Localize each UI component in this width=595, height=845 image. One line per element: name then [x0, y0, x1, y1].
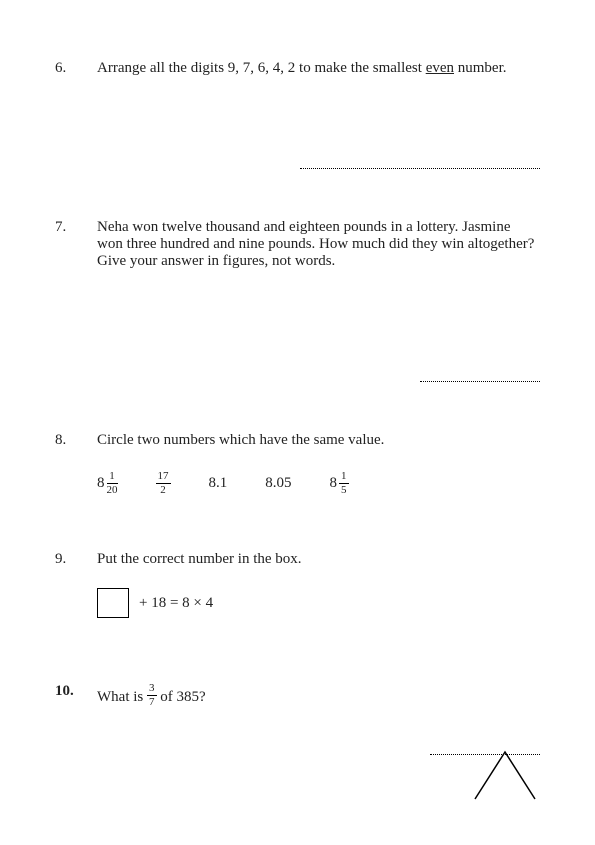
question-number: 10.	[55, 683, 97, 785]
question-body: Neha won twelve thousand and eighteen po…	[97, 219, 540, 412]
option-4: 8.05	[265, 475, 291, 492]
question-text: Put the correct number in the box.	[97, 551, 302, 567]
question-text: Neha won twelve thousand and eighteen po…	[97, 219, 534, 269]
question-number: 6.	[55, 60, 97, 199]
answer-blank	[97, 157, 540, 174]
question-9: 9. Put the correct number in the box. + …	[55, 551, 540, 618]
question-text: What is 37 of 385?	[97, 689, 206, 705]
option-3: 8.1	[209, 475, 228, 492]
question-text: Arrange all the digits 9, 7, 6, 4, 2 to …	[97, 60, 507, 76]
option-1: 8 120	[97, 471, 118, 496]
question-body: Put the correct number in the box. + 18 …	[97, 551, 540, 618]
options-row: 8 120 172 8.1 8.05 8 15	[97, 471, 540, 496]
equation-text: + 18 = 8 × 4	[139, 595, 213, 612]
question-8: 8. Circle two numbers which have the sam…	[55, 432, 540, 496]
question-7: 7. Neha won twelve thousand and eighteen…	[55, 219, 540, 412]
answer-blank	[97, 370, 540, 387]
option-2: 172	[156, 471, 171, 496]
equation-row: + 18 = 8 × 4	[97, 588, 540, 618]
question-number: 8.	[55, 432, 97, 496]
option-5: 8 15	[330, 471, 349, 496]
question-number: 9.	[55, 551, 97, 618]
question-10: 10. What is 37 of 385?	[55, 683, 540, 785]
question-body: Arrange all the digits 9, 7, 6, 4, 2 to …	[97, 60, 540, 199]
question-body: Circle two numbers which have the same v…	[97, 432, 540, 496]
question-number: 7.	[55, 219, 97, 412]
triangle-icon	[470, 747, 540, 802]
question-6: 6. Arrange all the digits 9, 7, 6, 4, 2 …	[55, 60, 540, 199]
question-text: Circle two numbers which have the same v…	[97, 432, 384, 448]
answer-box	[97, 588, 129, 618]
